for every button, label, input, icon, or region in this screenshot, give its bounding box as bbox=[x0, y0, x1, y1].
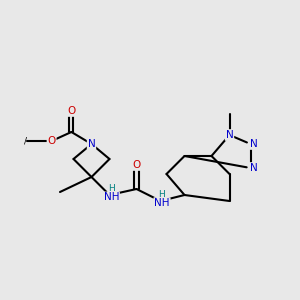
Text: NH: NH bbox=[154, 198, 170, 208]
Text: H: H bbox=[108, 184, 115, 193]
Text: N: N bbox=[88, 139, 95, 149]
Text: N: N bbox=[226, 130, 233, 140]
Text: O: O bbox=[132, 160, 141, 170]
Text: O: O bbox=[67, 106, 76, 116]
Text: N: N bbox=[250, 163, 257, 173]
Text: /: / bbox=[24, 136, 27, 146]
Text: N: N bbox=[250, 139, 257, 149]
Text: H: H bbox=[159, 190, 165, 199]
Text: O: O bbox=[47, 136, 56, 146]
Text: NH: NH bbox=[103, 192, 119, 203]
